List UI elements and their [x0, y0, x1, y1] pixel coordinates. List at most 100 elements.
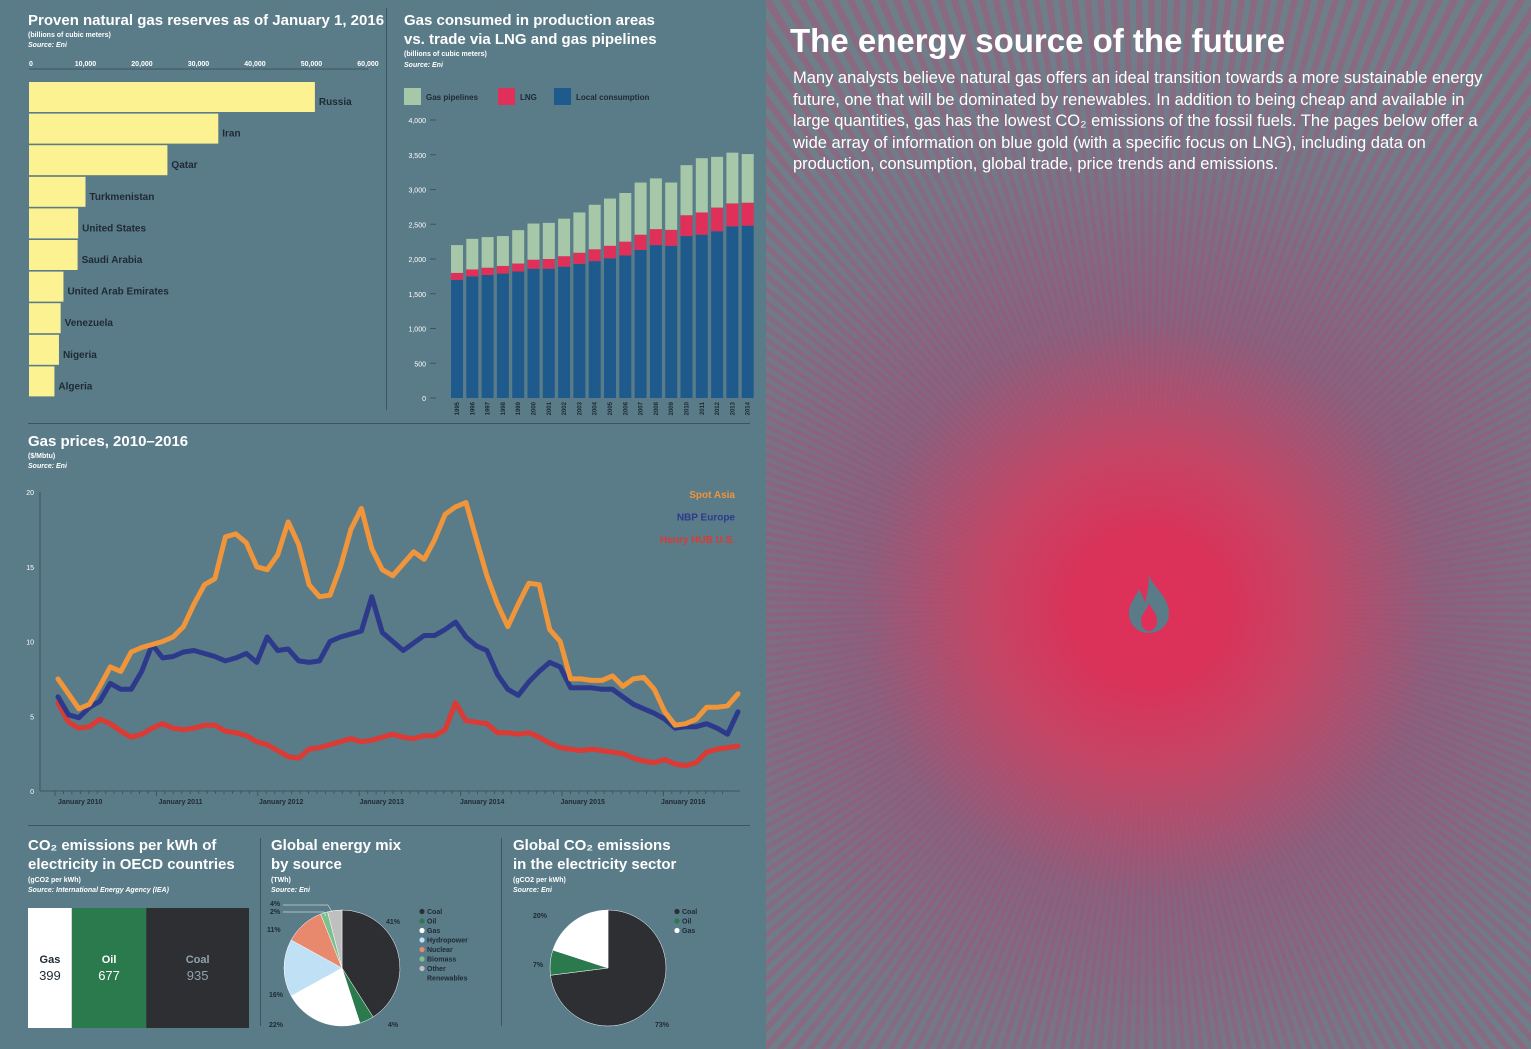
consumption-bar-segment [496, 265, 509, 274]
consumption-bar-segment [512, 230, 525, 264]
divider-vertical-bottom-1 [260, 838, 261, 1026]
oecd-segment-value: 399 [39, 968, 61, 983]
consumption-x-tick: 2005 [608, 401, 614, 415]
prices-y-tick: 0 [30, 789, 34, 796]
prices-series-line [55, 700, 741, 769]
reserves-bar-label: Russia [319, 97, 352, 108]
mix-legend-label: Hydropower [427, 938, 468, 945]
reserves-x-tick: 40,000 [244, 61, 266, 68]
consumption-bar-segment [741, 154, 754, 203]
prices-y-tick: 20 [26, 490, 34, 497]
consumption-x-tick: 2003 [577, 401, 583, 415]
prices-source: Source: Eni [28, 463, 67, 470]
reserves-bar-label: Iran [222, 129, 240, 140]
co2-slice-label: 20% [533, 913, 548, 920]
consumption-bar-segment [481, 267, 494, 275]
consumption-bar-segment [726, 226, 739, 398]
prices-line-chart: 0 5 10 15 20 January 2010 January 2011 January … [26, 490, 741, 806]
consumption-bar-segment [665, 245, 678, 398]
consumption-bar-segment [619, 192, 632, 242]
prices-series-line [55, 594, 741, 737]
consumption-bar-segment [466, 269, 479, 277]
mix-legend-label: Renewables [427, 976, 468, 983]
consumption-bar-segment [726, 152, 739, 204]
reserves-x-tick: 20,000 [131, 61, 153, 68]
reserves-title: Proven natural gas reserves as of Januar… [28, 12, 385, 29]
consumption-bar-segment [451, 272, 463, 280]
consumption-y-tick: 1,500 [408, 292, 426, 299]
consumption-legend-label: Local consumption [576, 93, 649, 102]
co2-source: Source: Eni [513, 887, 552, 894]
consumption-bar-segment [542, 268, 555, 398]
co2-subtitle: (gCO2 per kWh) [513, 877, 566, 884]
consumption-bar-segment [558, 256, 571, 267]
reserves-bar-label: Venezuela [65, 318, 114, 329]
reserves-bar [29, 303, 61, 334]
consumption-bar-segment [527, 268, 540, 398]
reserves-x-tick: 60,000 [357, 61, 379, 68]
prices-series-line [55, 500, 741, 728]
consumption-bar-segment [680, 236, 693, 398]
consumption-legend-swatch [498, 88, 515, 105]
divider-horizontal-1 [28, 423, 750, 424]
oecd-segment-label: Coal [186, 954, 210, 966]
oecd-title-line1: CO₂ emissions per kWh of [28, 837, 217, 854]
reserves-bar-label: Saudi Arabia [82, 255, 143, 266]
consumption-bar-segment [649, 229, 662, 246]
consumption-bar-segment [649, 178, 662, 230]
consumption-bar-segment [558, 218, 571, 257]
reserves-subtitle: (billions of cubic meters) [28, 32, 111, 39]
consumption-bar-segment [695, 158, 708, 213]
consumption-x-tick: 2007 [639, 401, 645, 415]
mix-slice-label: 11% [267, 927, 281, 934]
oecd-source: Source: International Energy Agency (IEA… [28, 887, 169, 894]
consumption-x-tick: 1995 [455, 401, 461, 415]
mix-legend-dot [419, 956, 425, 962]
consumption-bar-segment [481, 237, 494, 268]
consumption-y-tick: 2,500 [408, 222, 426, 229]
consumption-bar-segment [619, 241, 632, 256]
reserves-bar [29, 176, 86, 207]
reserves-bar [29, 366, 55, 397]
consumption-x-tick: 2009 [669, 401, 675, 415]
mix-title-line2: by source [271, 856, 342, 873]
mix-source: Source: Eni [271, 887, 310, 894]
oecd-emissions-chart: Gas 399 Oil 677 Coal 935 [28, 908, 249, 1028]
consumption-x-tick: 2004 [593, 401, 599, 415]
prices-x-label: January 2010 [58, 799, 102, 806]
oecd-segment-label: Oil [102, 954, 117, 966]
consumption-x-tick: 1996 [470, 401, 476, 415]
mix-slice-label: 2% [270, 909, 281, 916]
reserves-bar [29, 271, 64, 302]
consumption-bar-segment [711, 207, 724, 232]
consumption-bar-segment [741, 225, 754, 398]
consumption-bar-segment [512, 271, 525, 398]
consumption-bar-segment [481, 274, 494, 398]
consumption-bar-segment [695, 212, 708, 235]
consumption-bar-segment [496, 273, 509, 398]
prices-y-tick: 5 [30, 714, 34, 721]
co2-legend-dot [674, 918, 680, 924]
consumption-bar-segment [634, 249, 647, 398]
reserves-bar-label: Nigeria [63, 350, 97, 361]
mix-slice [327, 909, 343, 969]
consumption-bar-segment [680, 165, 693, 216]
consumption-x-tick: 1997 [486, 401, 492, 415]
consumption-title-line2: vs. trade via LNG and gas pipelines [404, 31, 657, 48]
prices-x-label: January 2013 [360, 799, 404, 806]
consumption-title-line1: Gas consumed in production areas [404, 12, 655, 29]
consumption-bar-segment [451, 245, 463, 273]
consumption-bar-segment [726, 203, 739, 227]
prices-x-label: January 2011 [159, 799, 203, 806]
consumption-bar-segment [711, 231, 724, 398]
prices-title: Gas prices, 2010–2016 [28, 433, 189, 450]
mix-title-line1: Global energy mix [271, 837, 402, 854]
co2-legend-dot [674, 927, 680, 934]
consumption-bar-segment [604, 198, 616, 246]
flame-icon [1129, 575, 1169, 633]
reserves-bar [29, 82, 315, 112]
co2-slice-label: 73% [655, 1022, 670, 1029]
mix-leader-line [283, 904, 333, 913]
prices-x-label: January 2014 [460, 799, 504, 806]
oecd-segment [28, 908, 72, 1028]
